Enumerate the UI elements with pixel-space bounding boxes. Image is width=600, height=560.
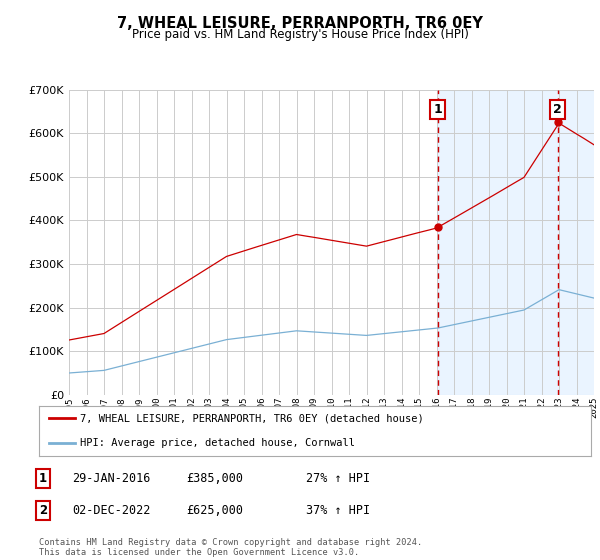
Text: 2: 2 [553,103,562,116]
Text: 7, WHEAL LEISURE, PERRANPORTH, TR6 0EY: 7, WHEAL LEISURE, PERRANPORTH, TR6 0EY [117,16,483,31]
Text: 37% ↑ HPI: 37% ↑ HPI [306,504,370,517]
Text: 1: 1 [434,103,442,116]
Text: 2: 2 [39,504,47,517]
Text: Contains HM Land Registry data © Crown copyright and database right 2024.
This d: Contains HM Land Registry data © Crown c… [39,538,422,557]
Text: HPI: Average price, detached house, Cornwall: HPI: Average price, detached house, Corn… [80,438,355,449]
Text: 27% ↑ HPI: 27% ↑ HPI [306,472,370,485]
Text: 02-DEC-2022: 02-DEC-2022 [72,504,151,517]
Text: £385,000: £385,000 [186,472,243,485]
Text: Price paid vs. HM Land Registry's House Price Index (HPI): Price paid vs. HM Land Registry's House … [131,28,469,41]
Text: 29-JAN-2016: 29-JAN-2016 [72,472,151,485]
Text: £625,000: £625,000 [186,504,243,517]
Bar [438,90,600,395]
Text: 7, WHEAL LEISURE, PERRANPORTH, TR6 0EY (detached house): 7, WHEAL LEISURE, PERRANPORTH, TR6 0EY (… [80,413,424,423]
Text: 1: 1 [39,472,47,485]
